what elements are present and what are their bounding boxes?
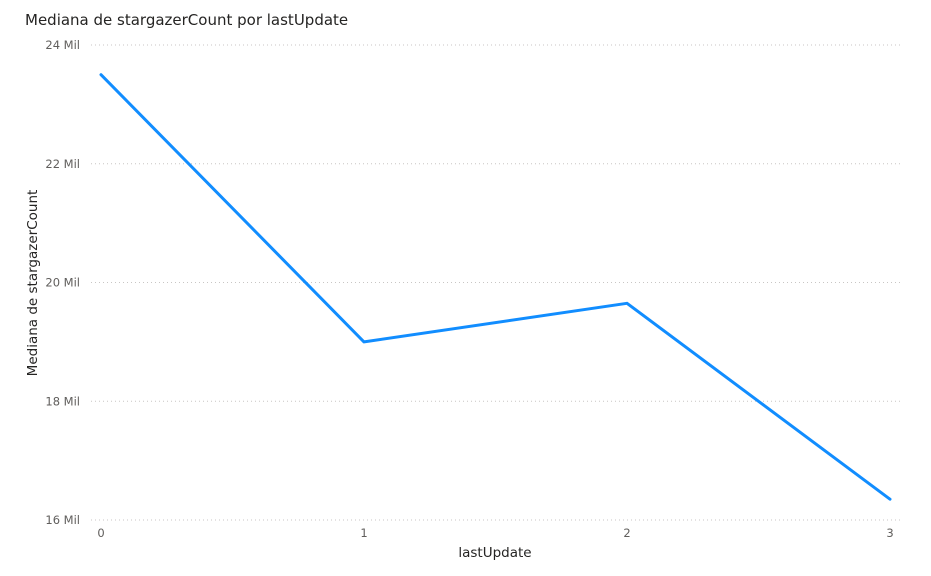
y-axis-title: Mediana de stargazerCount bbox=[25, 190, 41, 377]
series-lines bbox=[97, 71, 894, 503]
x-axis-ticks: 0 1 2 3 bbox=[97, 526, 893, 540]
y-tick-label: 20 Mil bbox=[45, 276, 80, 290]
y-tick-label: 22 Mil bbox=[45, 157, 80, 171]
x-tick-label: 0 bbox=[97, 526, 104, 540]
x-tick-label: 2 bbox=[623, 526, 630, 540]
y-tick-label: 16 Mil bbox=[45, 513, 80, 527]
data-point[interactable] bbox=[360, 338, 368, 346]
chart-title: Mediana de stargazerCount por lastUpdate bbox=[25, 11, 349, 29]
data-point[interactable] bbox=[97, 71, 105, 79]
x-axis-title: lastUpdate bbox=[458, 545, 531, 561]
data-point[interactable] bbox=[623, 299, 631, 307]
data-point[interactable] bbox=[886, 495, 894, 503]
series-line[interactable] bbox=[99, 73, 892, 501]
y-tick-label: 18 Mil bbox=[45, 394, 80, 408]
x-tick-label: 1 bbox=[360, 526, 367, 540]
y-tick-label: 24 Mil bbox=[45, 38, 80, 52]
y-axis-ticks: 16 Mil 18 Mil 20 Mil 22 Mil 24 Mil bbox=[45, 38, 80, 527]
x-tick-label: 3 bbox=[886, 526, 893, 540]
gridlines bbox=[91, 44, 900, 521]
